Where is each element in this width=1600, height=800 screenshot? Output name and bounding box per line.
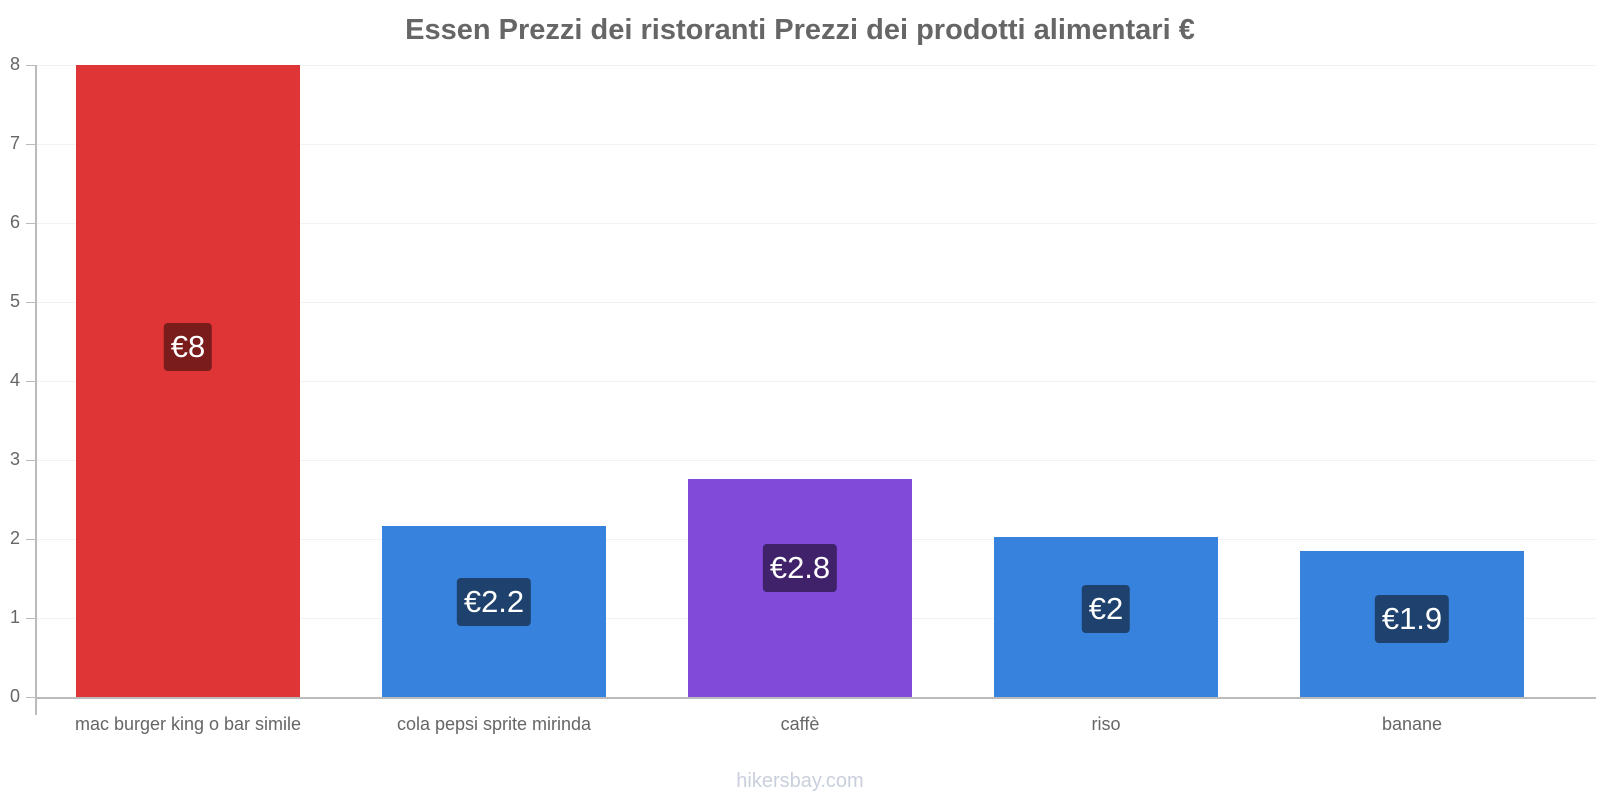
y-tick-label: 8 — [9, 54, 20, 74]
y-tick-label: 7 — [9, 133, 20, 153]
bar[interactable]: €2.8 — [688, 478, 912, 697]
y-tick-label: 3 — [9, 449, 20, 469]
y-tick-label: 2 — [9, 528, 20, 548]
gridline — [36, 65, 1596, 66]
gridline — [36, 302, 1596, 303]
y-tick-label: 1 — [9, 607, 20, 627]
gridline — [36, 223, 1596, 224]
bar[interactable]: €1.9 — [1300, 550, 1524, 697]
y-tick-mark — [26, 539, 36, 540]
y-tick-mark — [26, 697, 36, 698]
plot-area: €8 €2.2 €2.8 €2 €1.9 — [36, 65, 1596, 697]
bar[interactable]: €2 — [994, 536, 1218, 697]
bar-value-label: €8 — [163, 323, 213, 371]
y-tick-label: 4 — [9, 370, 20, 390]
y-tick-label: 0 — [9, 686, 20, 706]
y-tick-label: 5 — [9, 291, 20, 311]
gridline — [36, 460, 1596, 461]
bar-value-label: €1.9 — [1374, 594, 1450, 643]
bar[interactable]: €2.2 — [382, 526, 606, 697]
bar[interactable]: €8 — [76, 65, 300, 697]
x-axis — [36, 697, 1596, 699]
y-axis — [35, 65, 37, 715]
x-tick-label: cola pepsi sprite mirinda — [396, 714, 592, 734]
y-tick-mark — [26, 223, 36, 224]
watermark: hikersbay.com — [736, 770, 864, 792]
x-tick-label: mac burger king o bar simile — [74, 714, 302, 734]
bar-value-label: €2.8 — [762, 544, 838, 593]
y-tick-mark — [26, 302, 36, 303]
y-tick-mark — [26, 618, 36, 619]
x-tick-label: caffè — [780, 714, 820, 734]
x-tick-label: riso — [1091, 714, 1121, 734]
bar-value-label: €2.2 — [456, 577, 532, 626]
chart-title: Essen Prezzi dei ristoranti Prezzi dei p… — [405, 14, 1195, 46]
y-tick-label: 6 — [9, 212, 20, 232]
y-tick-mark — [26, 381, 36, 382]
y-tick-mark — [26, 144, 36, 145]
x-tick-label: banane — [1381, 714, 1443, 734]
y-tick-mark — [26, 65, 36, 66]
gridline — [36, 381, 1596, 382]
gridline — [36, 144, 1596, 145]
bar-value-label: €2 — [1081, 584, 1131, 633]
y-tick-mark — [26, 460, 36, 461]
